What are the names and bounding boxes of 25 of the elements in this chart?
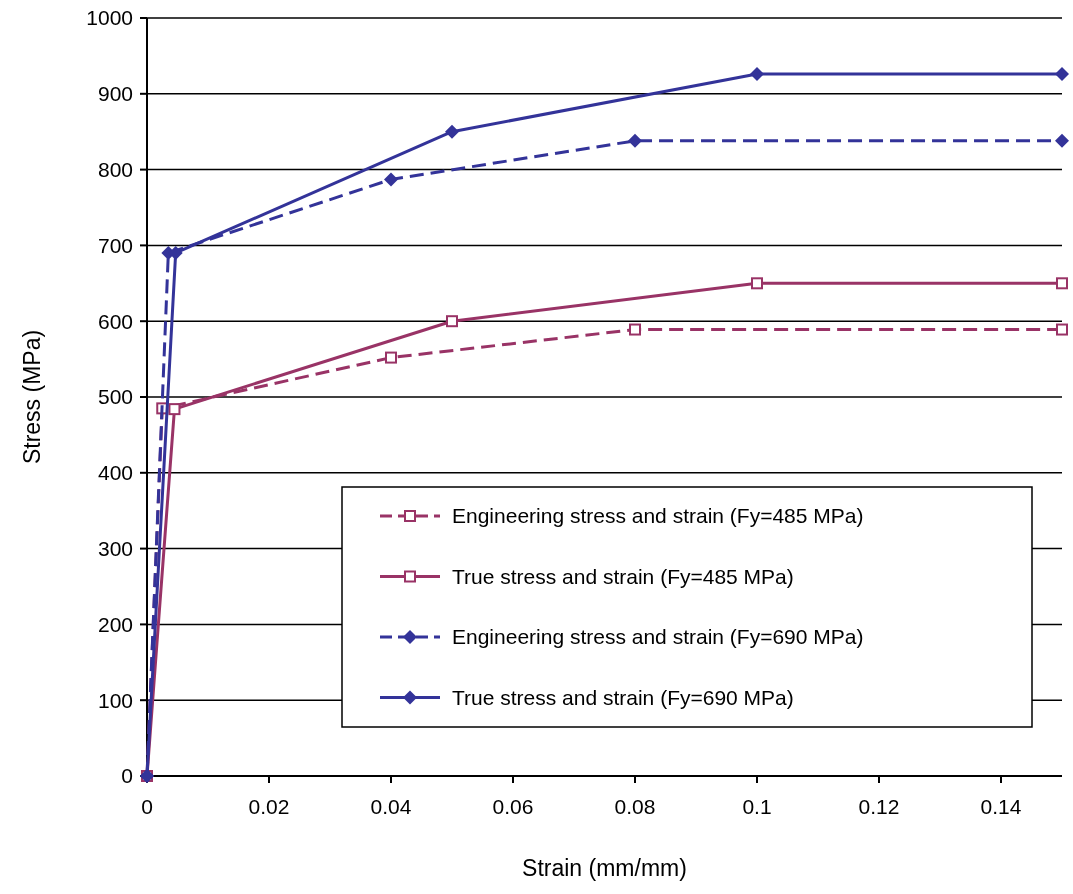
y-tick-label: 500	[97, 385, 133, 409]
x-tick-label: 0.06	[492, 795, 534, 818]
y-tick-label: 200	[97, 612, 133, 636]
y-tick-label: 600	[97, 309, 133, 333]
x-tick-label: 0.14	[980, 795, 1022, 818]
y-tick-label: 700	[97, 233, 133, 257]
y-tick-label: 800	[97, 157, 133, 181]
legend-label: Engineering stress and strain (Fy=690 MPa)	[452, 625, 864, 649]
y-tick-label: 0	[121, 764, 133, 788]
x-tick-label: 0	[141, 795, 153, 818]
x-tick-label: 0.08	[614, 795, 656, 818]
x-axis-title: Strain (mm/mm)	[522, 855, 687, 881]
y-tick-label: 300	[97, 536, 133, 560]
legend-label: True stress and strain (Fy=485 MPa)	[452, 564, 794, 588]
y-tick-label: 1000	[86, 6, 133, 30]
y-tick-label: 400	[97, 461, 133, 485]
x-tick-label: 0.1	[742, 795, 772, 818]
y-tick-label: 100	[97, 688, 133, 712]
y-axis-title: Stress (MPa)	[19, 329, 45, 465]
legend-label: Engineering stress and strain (Fy=485 MPa)	[452, 504, 864, 528]
x-tick-label: 0.02	[248, 795, 290, 818]
x-tick-label: 0.12	[858, 795, 900, 818]
y-tick-label: 900	[97, 82, 133, 106]
legend-label: True stress and strain (Fy=690 MPa)	[452, 685, 794, 709]
x-tick-label: 0.04	[370, 795, 412, 818]
